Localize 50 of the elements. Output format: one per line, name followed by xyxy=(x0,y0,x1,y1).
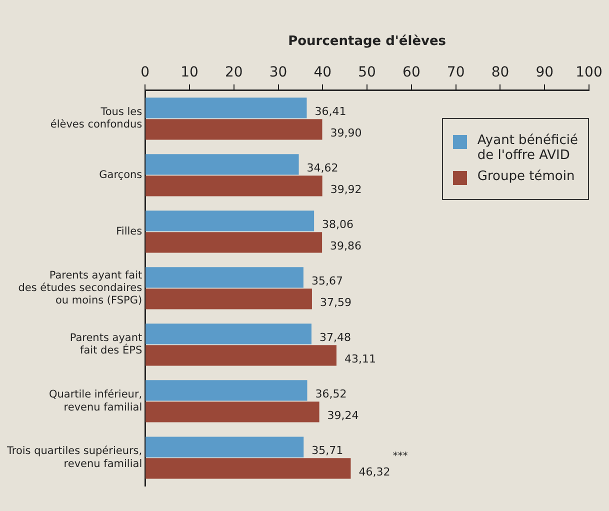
data-label: 46,32 xyxy=(358,465,390,478)
bar xyxy=(146,345,336,366)
x-tick-label: 30 xyxy=(269,64,288,81)
bar xyxy=(146,267,304,288)
bar xyxy=(146,436,304,458)
bar xyxy=(146,232,322,253)
annotation: *** xyxy=(392,451,408,462)
data-label: 36,41 xyxy=(314,104,346,118)
bar xyxy=(146,176,322,196)
data-label: 38,06 xyxy=(322,218,354,231)
data-label: 34,62 xyxy=(306,161,338,174)
y-tick-label: Quartile inférieur, revenu familial xyxy=(48,388,142,414)
data-label: 39,92 xyxy=(330,182,362,196)
x-tick-label: 100 xyxy=(576,64,602,81)
bar xyxy=(146,210,314,232)
y-tick-label: Parents ayant fait des ÉPS xyxy=(70,332,142,357)
data-label: 43,11 xyxy=(344,352,376,366)
x-tick-label: 10 xyxy=(180,64,198,81)
y-tick-label: Filles xyxy=(116,225,142,238)
y-tick-label: Garçons xyxy=(99,168,142,181)
x-tick-label: 20 xyxy=(224,64,243,81)
y-tick-label: Trois quartiles supérieurs, revenu familial xyxy=(6,445,142,470)
legend-label: Groupe témoin xyxy=(477,169,575,184)
x-tick-label: 90 xyxy=(536,64,554,81)
bar xyxy=(146,98,307,118)
data-label: 39,86 xyxy=(330,239,362,252)
bar xyxy=(146,324,312,344)
bar xyxy=(146,288,312,310)
x-axis-title: Pourcentage d'élèves xyxy=(288,34,446,50)
data-label: 39,90 xyxy=(330,126,362,140)
x-tick-label: 70 xyxy=(446,64,465,81)
bar xyxy=(146,154,299,175)
data-label: 35,71 xyxy=(312,444,344,457)
x-tick-label: 0 xyxy=(140,64,150,81)
x-tick-label: 40 xyxy=(314,64,332,81)
data-label: 36,52 xyxy=(315,387,347,400)
y-tick-label: Parents ayant fait des études secondaires ou moins (FSPG) xyxy=(18,269,142,307)
data-label: 35,67 xyxy=(311,274,343,288)
y-tick-label: Tous les élèves confondus xyxy=(50,106,142,131)
legend-label: Ayant bénéficié de l'offre AVID xyxy=(477,133,578,164)
bar xyxy=(146,402,320,422)
bar xyxy=(146,119,322,140)
x-tick-label: 60 xyxy=(402,64,420,81)
bar xyxy=(146,458,351,479)
data-label: 39,24 xyxy=(327,408,359,422)
bar xyxy=(146,380,308,401)
data-label: 37,59 xyxy=(320,296,352,309)
data-label: 37,48 xyxy=(319,330,351,344)
x-tick-label: 50 xyxy=(358,64,376,81)
x-tick-label: 80 xyxy=(491,64,510,81)
